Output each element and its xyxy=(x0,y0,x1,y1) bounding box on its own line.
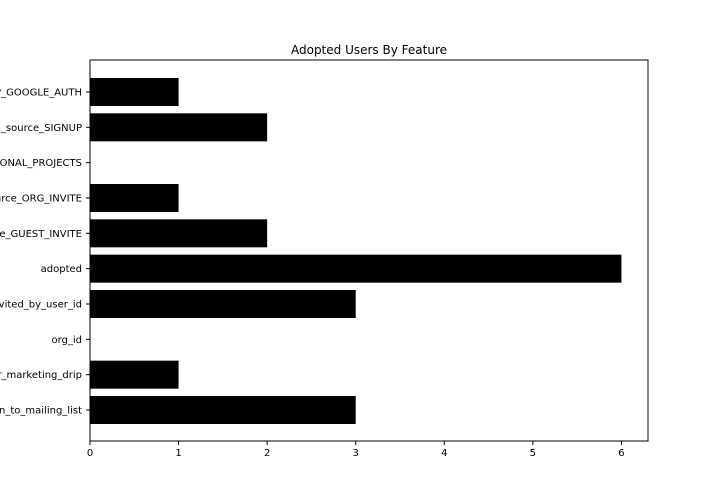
y-tick-label: org_id xyxy=(51,335,82,346)
x-tick-label: 3 xyxy=(353,448,359,459)
x-tick-label: 5 xyxy=(530,448,536,459)
x-tick-label: 0 xyxy=(87,448,93,459)
chart-title: Adopted Users By Feature xyxy=(291,43,447,57)
y-tick-label: r_marketing_drip xyxy=(0,370,82,381)
bars-group xyxy=(90,78,622,424)
x-tick-label: 2 xyxy=(264,448,270,459)
y-tick-label: ONAL_PROJECTS xyxy=(0,158,82,169)
y-tick-label: _source_SIGNUP xyxy=(0,123,82,134)
y-tick-label: vited_by_user_id xyxy=(0,300,82,311)
x-tick-label: 6 xyxy=(618,448,624,459)
bar xyxy=(90,113,268,142)
bar xyxy=(90,360,179,389)
y-axis: P_GOOGLE_AUTH _source_SIGNUP ONAL_PROJECTS… xyxy=(0,88,90,417)
bar xyxy=(90,396,356,424)
x-axis: 0 1 2 3 4 5 6 xyxy=(87,441,625,459)
y-tick-label: P_GOOGLE_AUTH xyxy=(0,88,82,99)
y-tick-label: e_GUEST_INVITE xyxy=(0,229,82,240)
plot-frame xyxy=(89,59,649,442)
y-tick-label: n_to_mailing_list xyxy=(0,406,82,417)
bar xyxy=(90,78,179,106)
bar xyxy=(90,290,356,318)
y-tick-label: adopted xyxy=(41,264,82,275)
x-tick-label: 1 xyxy=(175,448,181,459)
x-tick-label: 4 xyxy=(441,448,447,459)
bar xyxy=(90,184,179,212)
bar xyxy=(90,219,268,248)
y-tick-label: urce_ORG_INVITE xyxy=(0,194,82,205)
bar xyxy=(90,254,622,283)
